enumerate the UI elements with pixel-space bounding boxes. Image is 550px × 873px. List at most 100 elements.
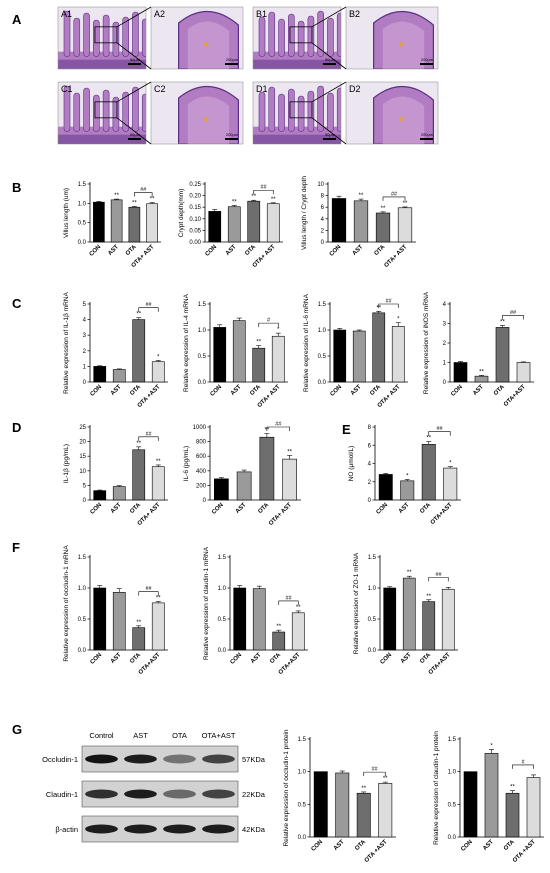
bar-ota-ast <box>391 326 405 383</box>
y-tick-label: 0.0 <box>318 380 327 386</box>
y-tick-label: 0.5 <box>448 802 457 808</box>
panel-label-c: C <box>12 296 22 311</box>
no-chart: NO (μmol/L) 0 2 4 6 8 CON * AST ** OTA * OTA+AST ## <box>348 425 461 526</box>
zoom-connector <box>311 42 347 70</box>
significance-marker: ** <box>510 785 515 791</box>
blot-band <box>124 824 157 834</box>
significance-marker: * <box>449 461 452 467</box>
comparison-bracket: ## <box>266 422 290 431</box>
tile-label: D1 <box>256 84 268 94</box>
blot-band <box>202 824 235 834</box>
significance-marker: ** <box>383 776 388 782</box>
occludin1-protein-chart: Relative expression of occludin-1 protei… <box>283 729 396 864</box>
y-tick-label: 0.15 <box>189 205 201 211</box>
histology-tile-c1: 50μm C1 <box>57 81 147 145</box>
bar-ota <box>375 212 391 243</box>
bar-ast <box>227 206 241 243</box>
comparison-bracket: ## <box>138 302 159 312</box>
y-axis-label: Relative expression of IL-1β mRNA <box>63 292 70 394</box>
x-tick-label: OTA <box>374 244 387 257</box>
claudin1-protein-chart: Relative expression of claudin-1 protein… <box>433 731 544 864</box>
bar-ota <box>132 319 146 383</box>
x-tick-label: CON <box>229 652 243 666</box>
significance-marker: ** <box>361 786 366 792</box>
bar-ota-ast <box>291 612 305 651</box>
bar-con <box>313 771 328 838</box>
y-tick-label: 0.05 <box>189 228 201 234</box>
y-tick-label: 0.5 <box>318 354 327 360</box>
lane-label: OTA+AST <box>202 731 236 740</box>
bar-ota <box>356 792 371 838</box>
bar-ota <box>372 312 386 383</box>
comparison-bracket: ## <box>138 431 159 441</box>
tile-label: B2 <box>349 9 360 19</box>
y-tick-label: 0.0 <box>368 648 377 654</box>
blot-band <box>124 789 157 799</box>
y-tick-label: 0 <box>321 240 325 246</box>
x-tick-label: OTA +AST <box>364 839 389 864</box>
y-tick-label: 0.0 <box>198 380 207 386</box>
histology-tile-a2: 200μm A2 <box>150 6 244 70</box>
y-tick-label: 2 <box>83 349 87 355</box>
x-tick-label: OTA +AST <box>512 839 537 864</box>
significance-marker: ** <box>403 201 408 207</box>
significance-marker: ** <box>136 312 141 318</box>
x-tick-label: CON <box>209 384 223 398</box>
bar-ota-ast <box>266 203 280 243</box>
comparison-bracket: ## <box>138 586 159 596</box>
x-tick-label: CON <box>379 652 393 666</box>
scale-bar-label: 200μm <box>421 57 434 62</box>
significance-marker: ** <box>136 441 141 447</box>
y-tick-label: 4 <box>321 217 325 223</box>
y-tick-label: 0.0 <box>448 835 457 841</box>
significance-marker: ** <box>271 197 276 203</box>
x-tick-label: AST <box>398 502 411 515</box>
y-tick-label: 1.0 <box>218 586 227 592</box>
y-tick-label: 20 <box>79 440 86 446</box>
zoom-connector <box>116 6 152 28</box>
significance-marker: ** <box>114 193 119 199</box>
bar-ast <box>112 486 126 501</box>
bar-ast <box>236 471 252 501</box>
y-tick-label: 4 <box>443 302 447 308</box>
bracket-label: ## <box>145 302 152 308</box>
x-tick-label: OTA <box>269 652 282 665</box>
y-axis-label: Villus length / Crypt depth <box>301 176 308 250</box>
y-tick-label: 0.5 <box>298 802 307 808</box>
bar-con <box>93 201 105 243</box>
bar-con <box>463 771 478 838</box>
bar-ota <box>272 631 286 651</box>
x-tick-label: OTA <box>503 839 516 852</box>
x-tick-label: OTA <box>493 384 506 397</box>
x-tick-label: OTA <box>257 502 270 515</box>
y-tick-label: 1.5 <box>368 555 377 561</box>
blot-band <box>124 754 157 764</box>
bar-ota <box>422 601 436 651</box>
zoom-connector <box>116 117 152 145</box>
bar-ota <box>132 449 146 501</box>
lane-label: AST <box>133 731 148 740</box>
y-tick-label: 1.0 <box>198 328 207 334</box>
y-tick-label: 0.0 <box>298 835 307 841</box>
blot-size-label: 22KDa <box>242 790 266 799</box>
bracket-label: ## <box>140 187 147 193</box>
histology-tile-b1: 50μm B1 <box>252 6 342 70</box>
y-tick-label: 10 <box>79 469 86 475</box>
y-tick-label: 1.0 <box>298 770 307 776</box>
scale-bar-label: 50μm <box>325 132 336 137</box>
y-axis-label: NO (μmol/L) <box>348 446 355 482</box>
y-tick-label: 1 <box>83 364 87 370</box>
comparison-bracket: ## <box>502 310 524 320</box>
x-tick-label: OTA+AST <box>278 652 302 676</box>
y-tick-label: 0.25 <box>189 182 201 188</box>
bar-ota-ast <box>151 466 165 501</box>
significance-marker: ** <box>479 369 484 375</box>
bar-ast <box>402 577 416 651</box>
bar-ast <box>400 480 415 501</box>
y-axis-label: IL-6 (pg/mL) <box>183 446 190 481</box>
x-tick-label: AST <box>110 652 123 665</box>
bar-ota <box>495 327 510 383</box>
significance-marker: ** <box>156 459 161 465</box>
histology-tile-d2: 200μm D2 <box>345 81 439 145</box>
x-tick-label: OTA <box>249 384 262 397</box>
